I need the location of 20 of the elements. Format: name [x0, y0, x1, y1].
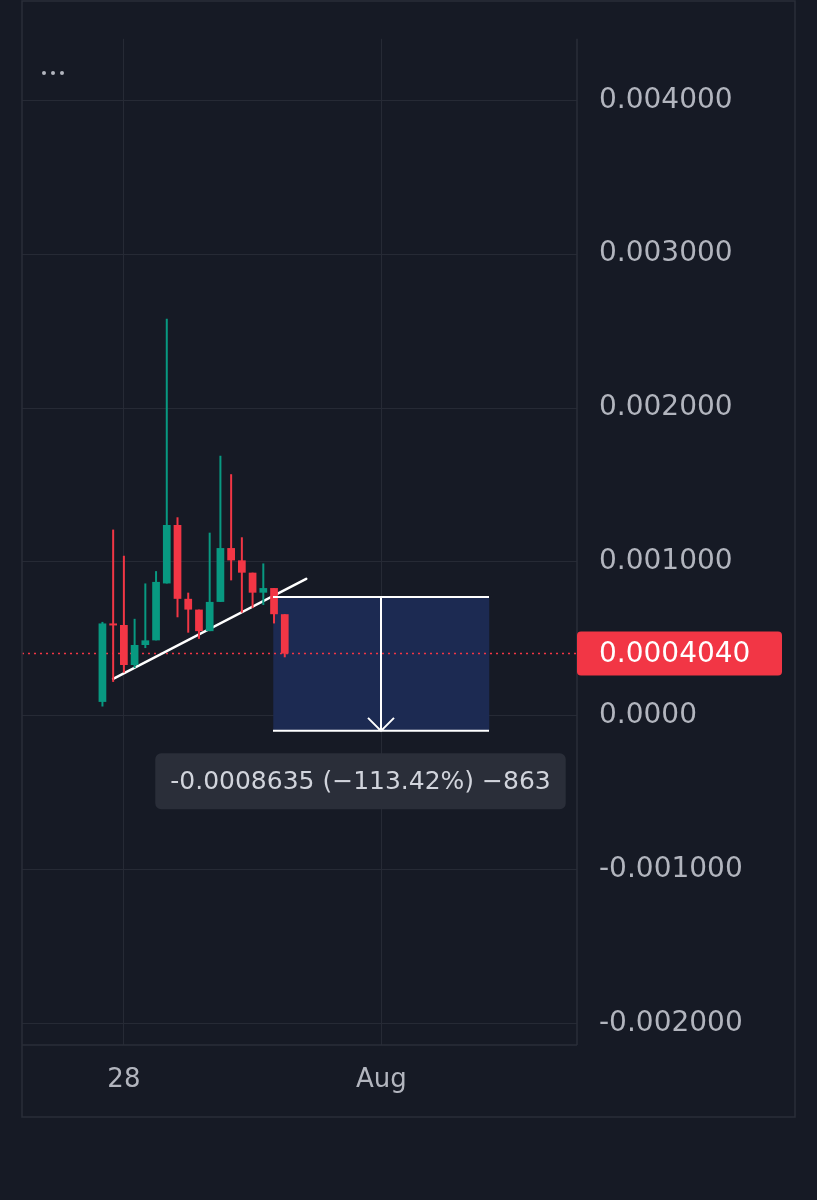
candlestick [130, 617, 139, 670]
candlestick [248, 571, 257, 610]
y-tick-label: -0.002000 [599, 1004, 743, 1038]
y-tick-label: 0.002000 [599, 389, 733, 423]
candlestick [141, 582, 150, 650]
ref-line-label: 0.0004040 [599, 635, 751, 669]
y-tick-label: -0.001000 [599, 850, 743, 884]
candlestick [109, 528, 118, 683]
candlestick [195, 608, 203, 640]
x-tick-label: Aug [355, 1063, 407, 1094]
y-tick-label: 0.003000 [599, 235, 733, 269]
y-tick-label: 0.001000 [599, 543, 733, 577]
annotation: -0.0008635 (−113.42%) −863 [170, 765, 551, 795]
candlestick [237, 536, 246, 614]
y-tick-label: 0.0000 [599, 697, 697, 731]
candlestick [259, 562, 268, 606]
candlestick [227, 473, 235, 582]
x-tick-label: 28 [107, 1063, 141, 1094]
y-tick-label: 0.004000 [599, 81, 733, 115]
candlestick [184, 591, 193, 634]
